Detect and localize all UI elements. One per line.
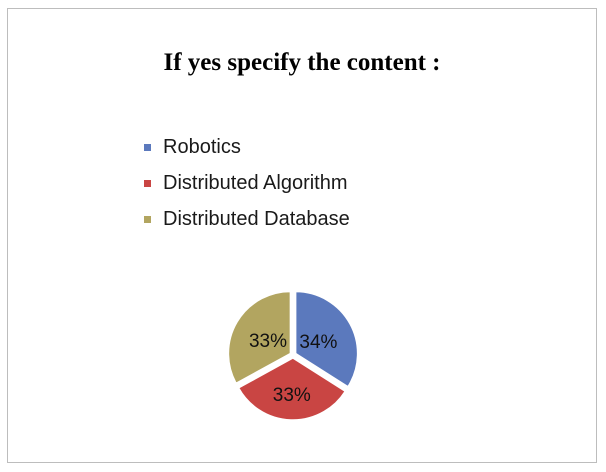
pie-label-robotics: 34% bbox=[299, 332, 337, 353]
pie-label-distributed-algorithm: 33% bbox=[273, 385, 311, 406]
legend-swatch-distributed-database bbox=[144, 215, 151, 223]
legend-item-robotics: Robotics bbox=[144, 129, 350, 165]
legend-item-distributed-algorithm: Distributed Algorithm bbox=[144, 165, 350, 201]
slide-frame: If yes specify the content : Robotics Di… bbox=[7, 8, 597, 463]
pie-slice-distributed-database bbox=[227, 290, 292, 385]
chart-legend: Robotics Distributed Algorithm Distribut… bbox=[144, 129, 350, 237]
pie-chart: 34% 33% 33% bbox=[227, 290, 359, 421]
pie-slice-distributed-algorithm bbox=[237, 357, 347, 421]
legend-swatch-distributed-algorithm bbox=[144, 179, 151, 187]
legend-label-robotics: Robotics bbox=[163, 135, 241, 158]
slide-title: If yes specify the content : bbox=[163, 49, 441, 76]
pie-label-distributed-database: 33% bbox=[249, 331, 287, 352]
legend-swatch-robotics bbox=[144, 143, 151, 151]
legend-label-distributed-algorithm: Distributed Algorithm bbox=[163, 171, 348, 194]
pie-slice-robotics bbox=[294, 290, 359, 388]
legend-item-distributed-database: Distributed Database bbox=[144, 201, 350, 237]
legend-label-distributed-database: Distributed Database bbox=[163, 207, 350, 230]
